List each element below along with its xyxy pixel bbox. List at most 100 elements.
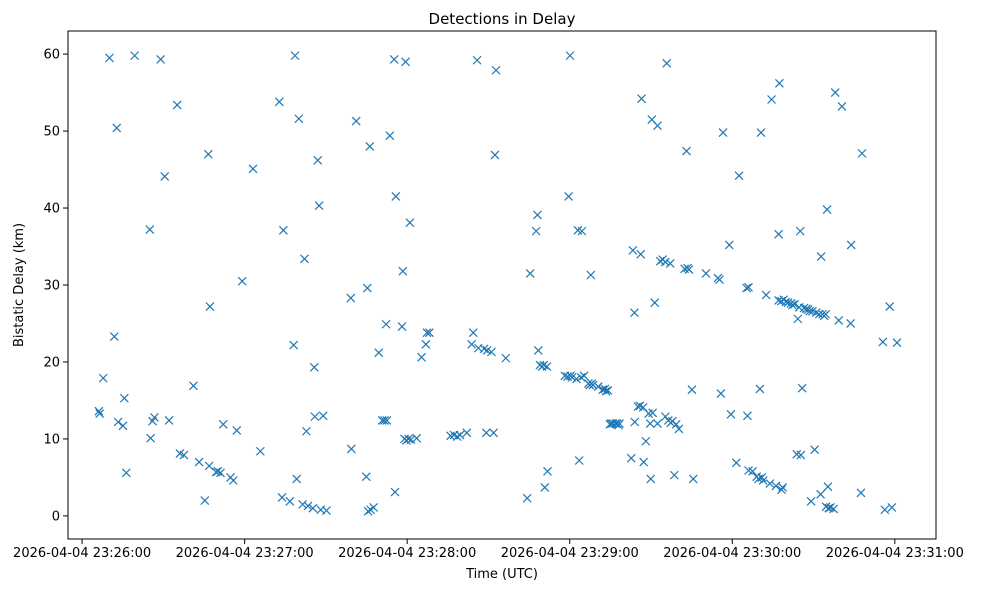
data-point (574, 456, 584, 465)
data-point (662, 58, 672, 68)
data-point (731, 458, 741, 468)
data-point (160, 172, 170, 181)
data-point (200, 496, 210, 505)
data-point (203, 149, 213, 159)
data-point (379, 416, 389, 425)
data-point (857, 148, 867, 158)
data-point (829, 504, 839, 514)
data-point (637, 94, 646, 104)
data-point (216, 468, 225, 478)
data-point (381, 319, 391, 329)
data-point (774, 229, 784, 239)
data-point (688, 474, 698, 484)
data-point (615, 419, 625, 428)
data-point (277, 493, 287, 502)
data-point (885, 302, 895, 311)
data-point (669, 470, 679, 480)
data-point (756, 128, 766, 138)
data-point (806, 496, 816, 506)
data-point (522, 493, 532, 503)
data-point (404, 434, 413, 444)
data-point (684, 265, 694, 275)
data-point (491, 65, 501, 75)
data-point (301, 426, 311, 436)
data-point (369, 503, 379, 512)
data-point (846, 319, 856, 328)
data-point (758, 476, 768, 485)
data-point (816, 489, 826, 499)
data-point (781, 297, 791, 307)
data-point (755, 384, 765, 394)
data-point (412, 433, 422, 443)
data-point (318, 411, 328, 421)
data-point (734, 171, 744, 181)
data-point (887, 503, 897, 512)
data-point (823, 482, 833, 492)
data-point (777, 485, 787, 495)
data-point (94, 406, 104, 416)
data-point (467, 339, 477, 349)
data-point (363, 506, 373, 516)
data-point (95, 409, 105, 418)
data-point (314, 201, 324, 211)
data-point (715, 275, 724, 285)
data-point (682, 146, 691, 156)
data-point (630, 308, 639, 318)
x-tick-label: 2026-04-04 23:29:00 (501, 546, 639, 561)
x-tick-label: 2026-04-04 23:28:00 (338, 546, 476, 561)
y-tick-label: 50 (43, 125, 60, 140)
data-point (593, 382, 603, 392)
data-point (290, 51, 300, 61)
data-point (405, 218, 415, 228)
data-point (830, 88, 840, 98)
data-point (472, 55, 482, 65)
data-point (390, 487, 400, 497)
data-point (646, 474, 656, 484)
data-point (542, 362, 552, 372)
data-point (164, 416, 174, 425)
data-point (665, 259, 675, 268)
data-point (232, 426, 242, 435)
data-point (660, 257, 670, 267)
x-tick-label: 2026-04-04 23:30:00 (663, 546, 801, 561)
y-tick-label: 0 (52, 509, 60, 524)
data-point (361, 472, 371, 482)
data-point (365, 142, 375, 151)
y-tick-label: 30 (43, 279, 60, 294)
data-point (389, 55, 399, 64)
data-point (795, 226, 805, 236)
data-point (398, 266, 408, 276)
data-point (385, 131, 395, 141)
data-point (417, 352, 426, 362)
data-point (588, 380, 598, 390)
data-point (653, 121, 662, 131)
data-point (767, 95, 776, 104)
data-point (382, 416, 392, 425)
data-point (837, 102, 847, 111)
data-point (674, 424, 684, 434)
data-point (531, 226, 541, 236)
data-point (742, 283, 752, 293)
data-point (636, 249, 646, 259)
data-point (300, 254, 309, 264)
data-point (274, 97, 284, 107)
data-point (285, 496, 295, 506)
data-point (179, 450, 189, 460)
data-point (278, 225, 288, 235)
data-point (292, 474, 302, 484)
data-point (156, 55, 166, 64)
data-point (489, 428, 499, 438)
data-point (422, 328, 432, 338)
data-point (298, 499, 308, 509)
data-point (303, 501, 313, 511)
data-point (248, 164, 258, 174)
data-point (878, 337, 888, 347)
data-point (892, 338, 902, 348)
data-point (452, 432, 462, 442)
data-point (172, 100, 182, 110)
x-axis-ticks: 2026-04-04 23:26:00 2026-04-04 23:27:00 20… (13, 539, 964, 561)
y-axis-label: Bistatic Delay (km) (12, 223, 27, 347)
data-point (313, 155, 323, 165)
